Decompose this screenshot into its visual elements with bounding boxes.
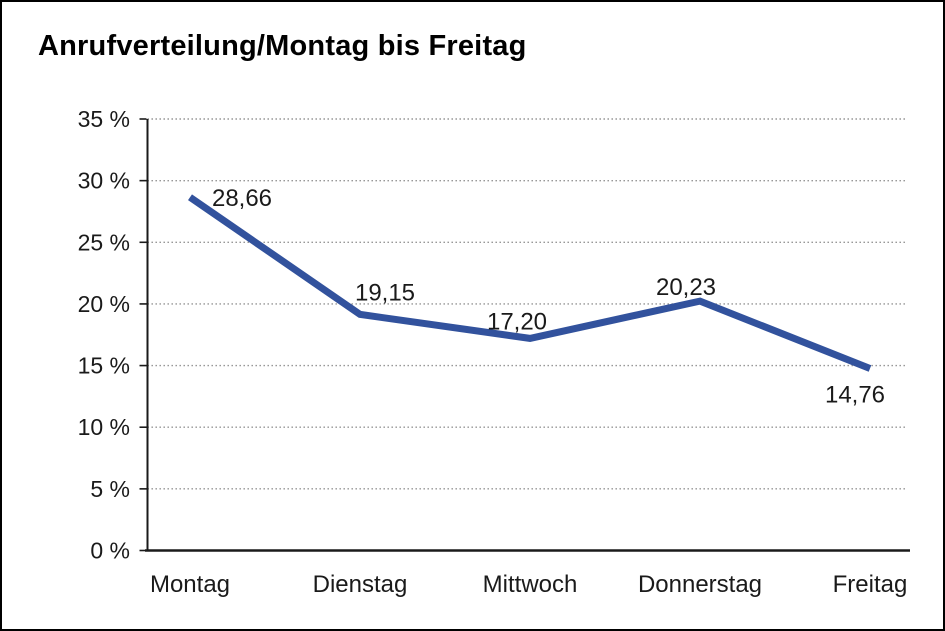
data-point-label: 20,23 xyxy=(656,274,716,301)
data-point-label: 19,15 xyxy=(355,279,415,306)
x-category-label: Mittwoch xyxy=(483,571,578,598)
data-point-label: 17,20 xyxy=(487,308,547,335)
data-point-label: 14,76 xyxy=(825,382,885,409)
x-category-label: Montag xyxy=(150,571,230,598)
y-tick-label: 0 % xyxy=(90,538,130,564)
data-series-line xyxy=(188,194,872,372)
y-tick-label: 10 % xyxy=(78,414,130,440)
y-tick-label: 20 % xyxy=(78,291,130,317)
chart-title: Anrufverteilung/Montag bis Freitag xyxy=(38,30,527,62)
y-tick-label: 15 % xyxy=(78,353,130,379)
x-category-label: Donnerstag xyxy=(638,571,762,598)
y-tick-label: 30 % xyxy=(78,168,130,194)
data-point-label: 28,66 xyxy=(212,185,272,212)
x-category-label: Dienstag xyxy=(313,571,408,598)
x-category-label: Freitag xyxy=(833,571,908,598)
y-tick-label: 35 % xyxy=(78,106,130,132)
y-tick-label: 25 % xyxy=(78,229,130,255)
y-tick-label: 5 % xyxy=(90,476,130,502)
